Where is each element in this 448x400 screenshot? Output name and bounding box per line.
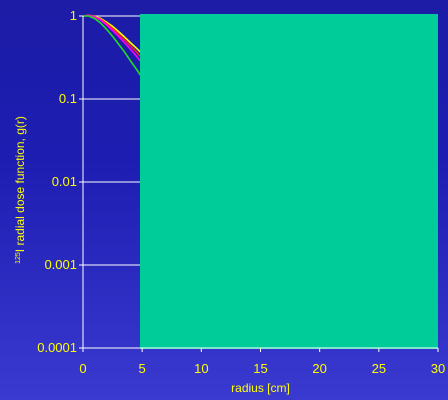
y-tick-label-4: 0.0001 <box>37 340 77 355</box>
x-tick-label-5: 25 <box>372 361 386 376</box>
y-axis-label: 125I radial dose function, g(r) <box>13 116 27 264</box>
x-tick-label-6: 30 <box>431 361 445 376</box>
x-tick-labels: 0 5 10 15 20 25 30 <box>79 361 445 376</box>
x-tick-label-2: 10 <box>194 361 208 376</box>
series-line-2 <box>82 14 143 64</box>
y-axis-label-text: I radial dose function, g(r) <box>13 116 27 252</box>
axes <box>79 15 439 352</box>
y-tick-label-2: 0.01 <box>52 174 77 189</box>
y-tick-label-3: 0.001 <box>44 257 77 272</box>
x-tick-label-1: 5 <box>139 361 146 376</box>
x-tick-label-4: 20 <box>312 361 326 376</box>
x-tick-label-0: 0 <box>79 361 86 376</box>
x-axis-label: radius [cm] <box>231 381 290 395</box>
series-lines <box>82 14 143 79</box>
series-line-3 <box>83 15 143 79</box>
y-tick-label-0: 1 <box>70 8 77 23</box>
y-tick-label-1: 0.1 <box>59 91 77 106</box>
y-tick-labels: 1 0.1 0.01 0.001 0.0001 <box>37 8 77 355</box>
y-axis-label-superscript: 125 <box>15 252 22 264</box>
x-tick-label-3: 15 <box>253 361 267 376</box>
overlay-panel <box>140 14 438 349</box>
